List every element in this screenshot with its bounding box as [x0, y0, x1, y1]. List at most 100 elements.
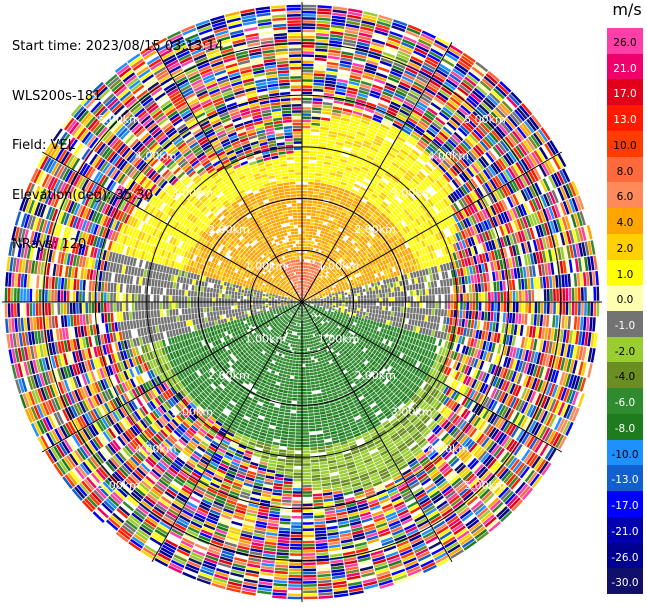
velocity-gate — [501, 270, 505, 281]
velocity-gate — [322, 167, 330, 172]
velocity-gate — [306, 253, 310, 256]
velocity-gate — [325, 212, 331, 217]
velocity-gate — [319, 135, 328, 140]
velocity-gate — [315, 365, 320, 369]
velocity-gate — [353, 56, 366, 62]
velocity-gate — [323, 397, 329, 402]
velocity-gate — [438, 302, 442, 309]
velocity-gate — [430, 48, 444, 57]
velocity-gate — [475, 292, 479, 302]
velocity-gate — [344, 292, 348, 295]
velocity-gate — [474, 311, 479, 320]
velocity-gate — [318, 266, 322, 270]
velocity-gate — [302, 237, 306, 240]
velocity-gate — [304, 297, 306, 300]
velocity-gate — [358, 324, 363, 328]
velocity-gate — [458, 107, 470, 117]
velocity-gate — [309, 253, 312, 257]
velocity-gate — [307, 278, 310, 282]
velocity-gate — [324, 86, 335, 91]
velocity-gate — [331, 188, 338, 193]
velocity-gate — [332, 12, 347, 17]
velocity-gate — [493, 281, 497, 292]
velocity-gate — [322, 268, 326, 272]
velocity-gate — [362, 143, 371, 149]
velocity-gate — [440, 175, 449, 185]
velocity-gate — [307, 262, 311, 266]
velocity-gate — [317, 242, 321, 246]
velocity-gate — [345, 26, 359, 32]
velocity-gate — [321, 280, 325, 284]
velocity-gate — [392, 22, 407, 30]
velocity-gate — [384, 315, 388, 320]
velocity-gate — [308, 256, 312, 260]
velocity-gate — [305, 228, 310, 231]
velocity-gate — [400, 312, 404, 318]
velocity-gate — [324, 193, 331, 197]
velocity-gate — [407, 182, 416, 190]
velocity-gate — [342, 304, 345, 307]
velocity-gate — [318, 223, 323, 227]
velocity-gate — [391, 176, 399, 184]
velocity-gate — [330, 194, 336, 199]
velocity-gate — [361, 166, 369, 172]
velocity-gate — [381, 275, 386, 280]
velocity-gate — [573, 316, 578, 330]
velocity-gate — [330, 211, 336, 215]
velocity-gate — [311, 280, 314, 284]
velocity-gate — [359, 83, 371, 90]
velocity-gate — [309, 289, 312, 293]
velocity-gate — [318, 236, 323, 240]
velocity-gate — [371, 178, 379, 185]
velocity-gate — [333, 218, 338, 223]
velocity-gate — [302, 296, 304, 299]
velocity-gate — [329, 197, 335, 202]
velocity-gate — [344, 140, 353, 146]
velocity-gate — [314, 254, 317, 258]
velocity-gate — [351, 244, 357, 250]
velocity-gate — [409, 167, 418, 175]
velocity-gate — [483, 75, 496, 87]
velocity-gate — [396, 87, 408, 95]
velocity-gate — [317, 269, 321, 273]
velocity-gate — [306, 295, 309, 298]
velocity-gate — [302, 259, 305, 262]
velocity-gate — [400, 78, 413, 86]
velocity-gate — [403, 72, 415, 81]
velocity-gate — [408, 319, 412, 325]
velocity-gate — [419, 302, 423, 308]
velocity-gate — [475, 85, 488, 96]
velocity-gate — [367, 319, 371, 324]
velocity-gate — [330, 255, 335, 260]
velocity-gate — [305, 287, 308, 291]
velocity-gate — [475, 61, 489, 73]
velocity-gate — [380, 229, 386, 236]
velocity-gate — [376, 298, 379, 302]
velocity-gate — [468, 284, 472, 293]
velocity-gate — [550, 302, 553, 315]
velocity-gate — [387, 106, 399, 114]
velocity-gate — [385, 278, 390, 284]
velocity-gate — [308, 293, 311, 296]
velocity-gate — [302, 243, 305, 247]
velocity-gate — [303, 277, 305, 281]
velocity-gate — [334, 271, 338, 275]
velocity-gate — [322, 375, 327, 380]
velocity-gate — [468, 115, 479, 126]
velocity-gate — [446, 121, 457, 131]
velocity-gate — [359, 86, 370, 93]
velocity-gate — [366, 101, 377, 108]
velocity-gate — [324, 266, 327, 270]
velocity-gate — [565, 288, 569, 301]
velocity-gate — [447, 76, 460, 86]
velocity-gate — [331, 263, 335, 268]
velocity-gate — [444, 286, 447, 294]
velocity-gate — [336, 138, 345, 143]
velocity-gate — [315, 48, 328, 52]
velocity-gate — [437, 316, 441, 324]
velocity-gate — [406, 285, 410, 291]
velocity-gate — [382, 118, 393, 125]
velocity-gate — [305, 278, 307, 281]
velocity-gate — [403, 143, 413, 151]
velocity-gate — [309, 228, 314, 232]
